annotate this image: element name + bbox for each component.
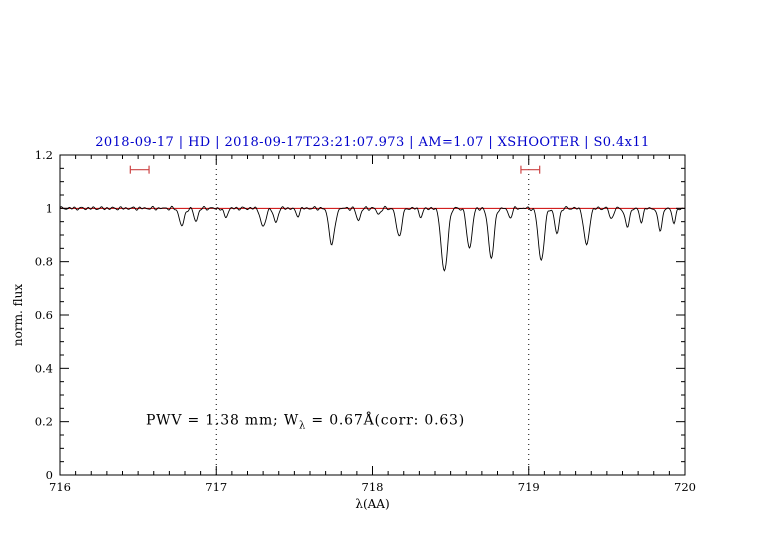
pwv-annotation: PWV = 1.38 mm; Wλ = 0.67Å(corr: 0.63) — [146, 410, 465, 431]
plot-title: 2018-09-17 | HD | 2018-09-17T23:21:07.97… — [95, 135, 650, 150]
guide-lines-layer — [215, 155, 530, 475]
y-tick-label: 0 — [46, 468, 53, 482]
spectrum-line — [59, 205, 686, 272]
x-tick-label: 720 — [674, 480, 696, 494]
annotation-layer: PWV = 1.38 mm; Wλ = 0.67Å(corr: 0.63) — [146, 410, 465, 431]
y-tick-label: 0.8 — [35, 255, 53, 269]
range-markers-layer — [129, 165, 541, 174]
y-tick-label: 1 — [46, 201, 53, 215]
x-tick-label: 716 — [49, 480, 71, 494]
y-tick-label: 0.4 — [35, 361, 53, 375]
y-tick-label: 0.6 — [35, 308, 53, 322]
x-tick-label: 717 — [205, 480, 227, 494]
axis-labels-layer: 716 717 718 719 720 0 0.2 0.4 0.6 0.8 1 1.2 λ(AA) nor… — [11, 148, 696, 511]
y-tick-label: 1.2 — [35, 148, 53, 162]
y-axis-label: norm. flux — [11, 284, 25, 346]
x-tick-label: 718 — [362, 480, 384, 494]
axes-layer — [59, 154, 686, 476]
x-axis-label: λ(AA) — [355, 497, 389, 511]
x-tick-label: 719 — [518, 480, 540, 494]
spectrum-layer — [59, 205, 686, 272]
y-tick-label: 0.2 — [35, 415, 53, 429]
